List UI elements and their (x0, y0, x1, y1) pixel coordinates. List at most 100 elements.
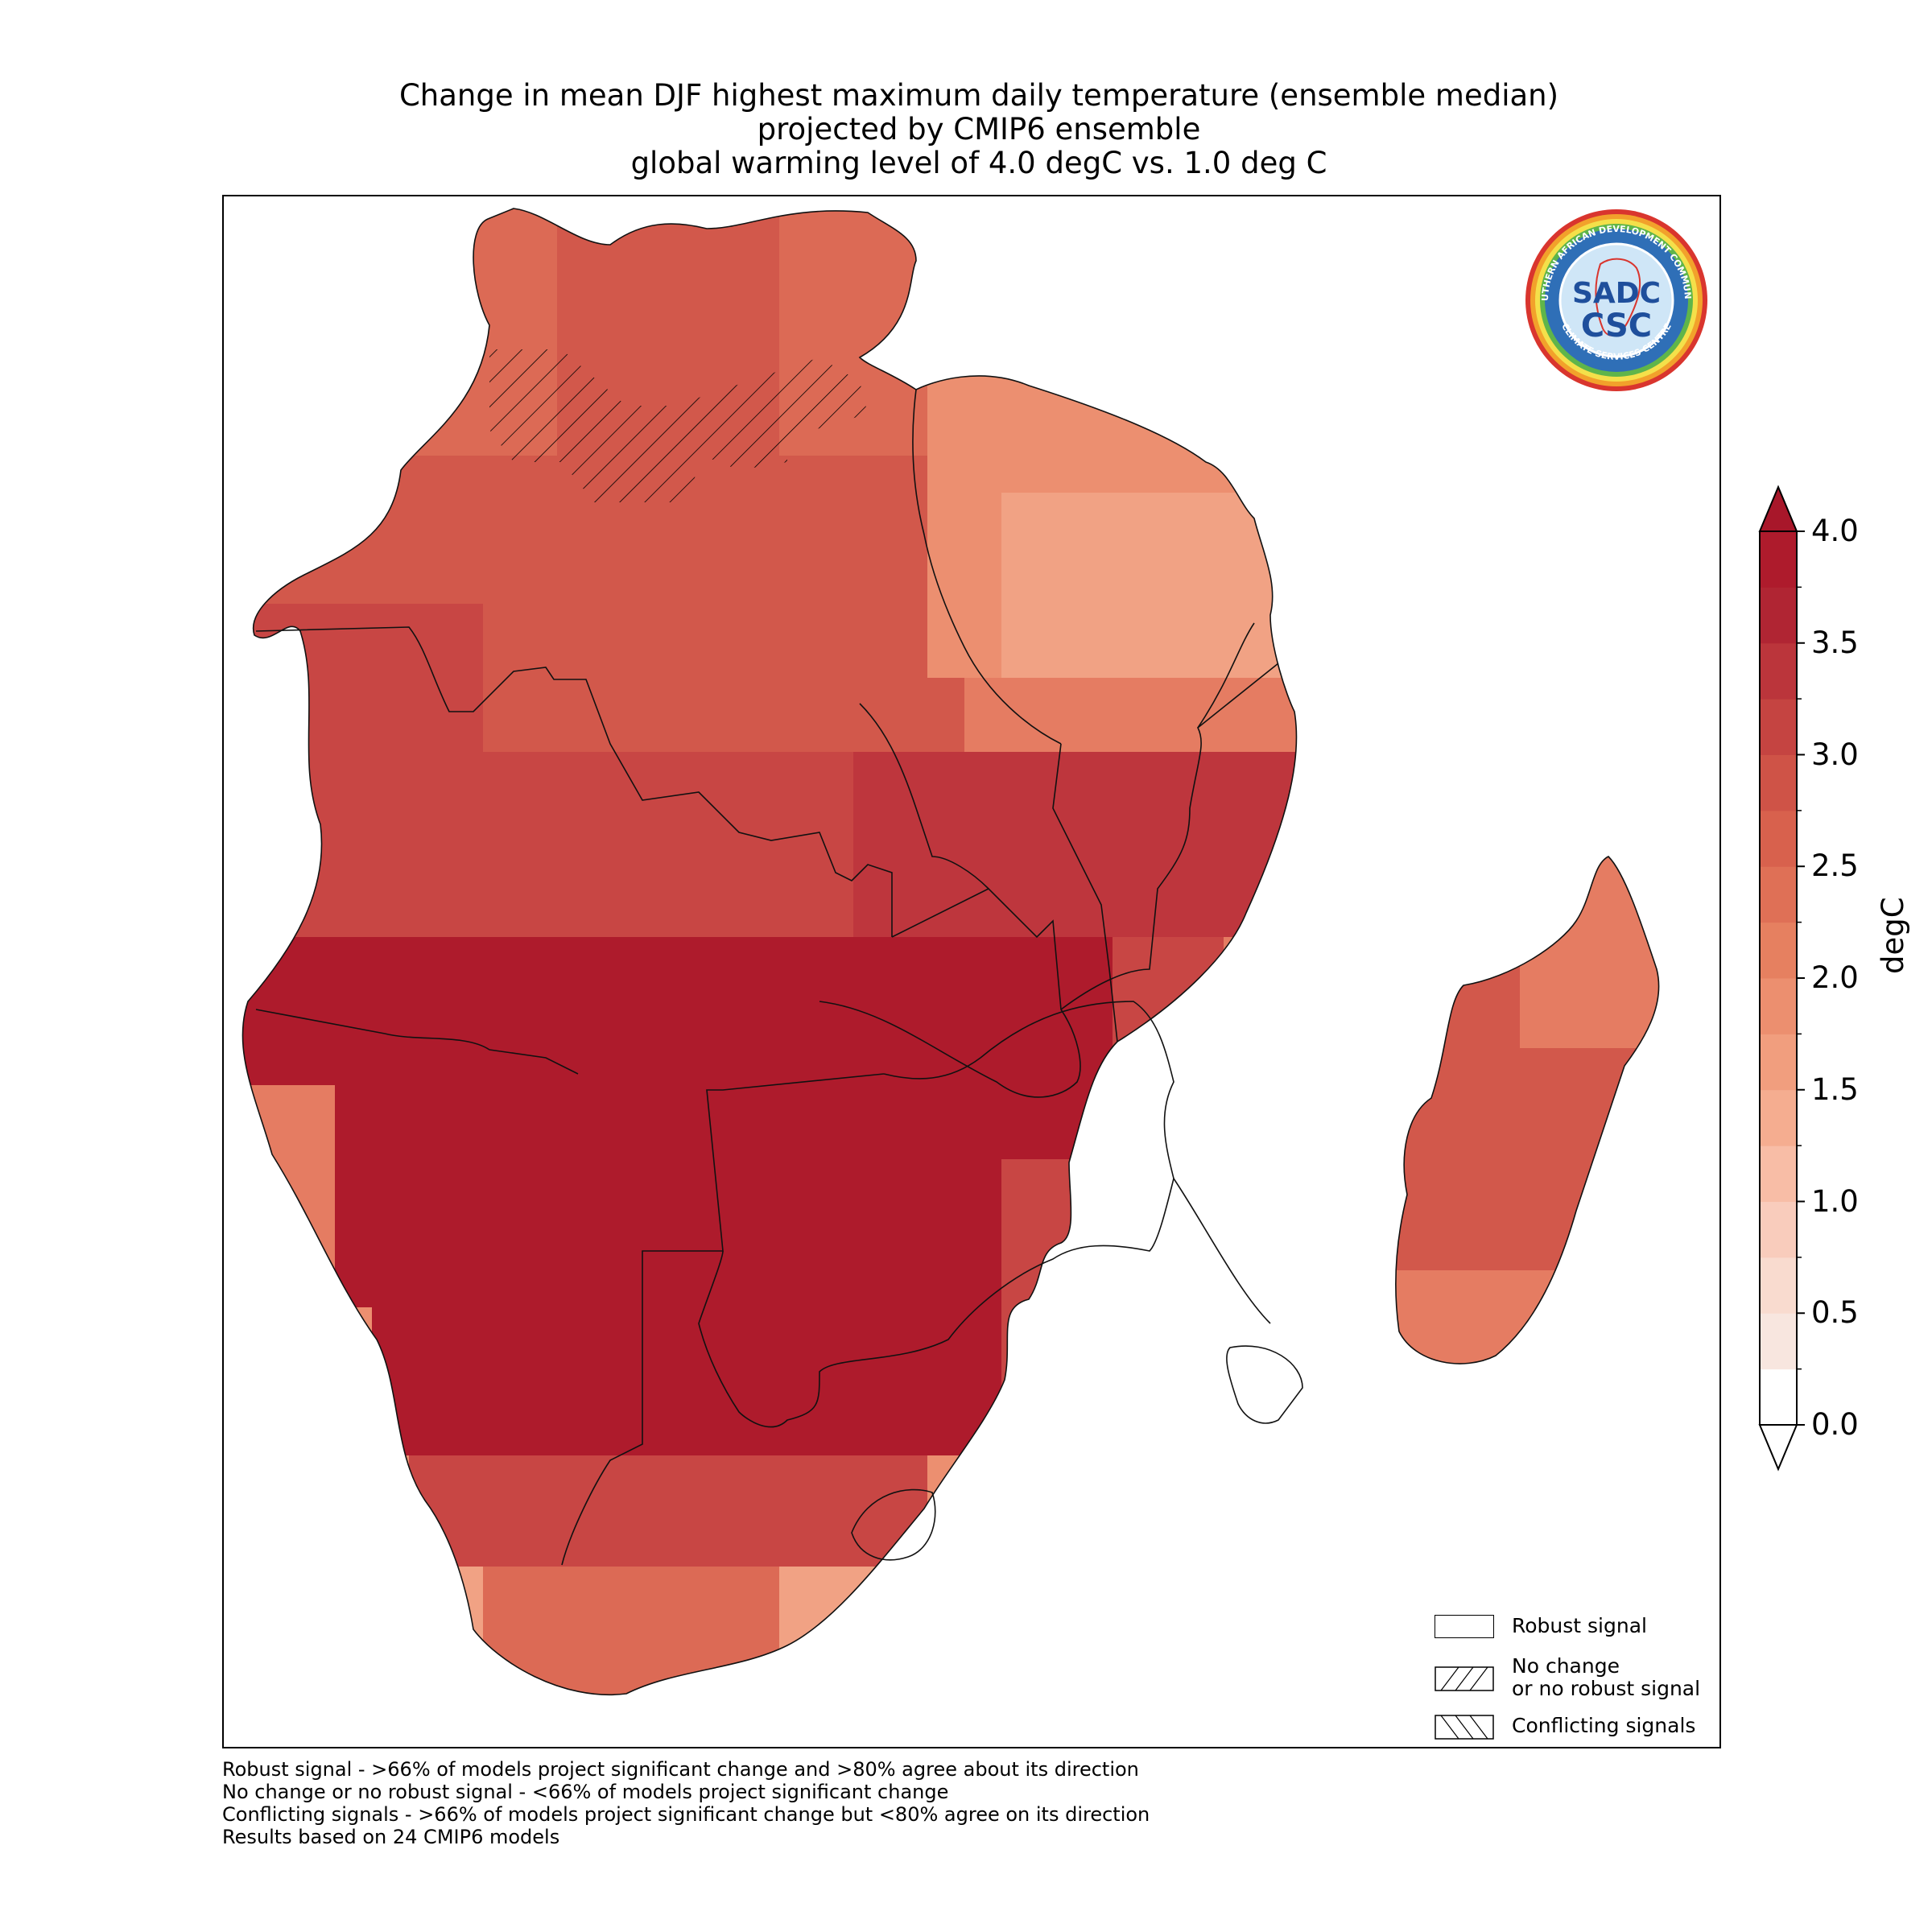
grid-cell (668, 1530, 706, 1567)
grid-cell (1113, 1122, 1150, 1160)
grid-cell (520, 1344, 558, 1382)
grid-cell (261, 233, 299, 271)
grid-cell (668, 233, 706, 271)
grid-cell (1409, 1196, 1447, 1234)
grid-cell (1483, 1270, 1521, 1308)
grid-cell (964, 1641, 1002, 1678)
grid-cell (483, 863, 521, 901)
grid-cell (242, 752, 262, 790)
grid-cell (1594, 1492, 1632, 1530)
grid-cell (1705, 1715, 1721, 1748)
grid-cell (1261, 604, 1298, 642)
grid-cell (298, 567, 336, 605)
grid-cell (520, 1455, 558, 1493)
grid-cell (927, 1159, 965, 1197)
grid-cell (298, 789, 336, 827)
grid-cell (890, 937, 928, 975)
grid-cell (1483, 493, 1521, 530)
grid-cell (1038, 1715, 1076, 1748)
grid-cell (1631, 1085, 1659, 1123)
grid-cell (1038, 604, 1076, 642)
grid-cell (242, 1530, 262, 1567)
grid-cell (964, 789, 1002, 827)
grid-cell (1075, 1678, 1113, 1695)
grid-cell (409, 1122, 447, 1160)
grid-cell (816, 1678, 854, 1695)
grid-cell (890, 382, 928, 419)
grid-cell (446, 382, 484, 419)
grid-cell (557, 1604, 595, 1641)
grid-cell (557, 1715, 595, 1748)
grid-cell (1520, 456, 1558, 493)
grid-cell (1038, 233, 1076, 271)
grid-cell (816, 1307, 854, 1345)
grid-cell (261, 1048, 299, 1086)
grid-cell (298, 419, 336, 456)
grid-cell (446, 308, 484, 345)
grid-cell (631, 826, 669, 864)
grid-cell (1705, 863, 1721, 901)
grid-cell (409, 937, 447, 975)
grid-cell (483, 233, 521, 271)
grid-cell (816, 1381, 854, 1419)
grid-cell (816, 826, 854, 864)
grid-cell (409, 419, 447, 456)
grid-cell (1372, 208, 1410, 234)
grid-cell (1113, 863, 1150, 901)
grid-cell (1705, 1270, 1721, 1308)
grid-cell (742, 1011, 780, 1049)
grid-cell (335, 456, 373, 493)
grid-cell (927, 641, 965, 679)
grid-cell (779, 567, 817, 605)
grid-cell (372, 208, 410, 234)
grid-cell (853, 1678, 891, 1695)
conflicting-signal-hatching (489, 349, 868, 502)
grid-cell (1150, 1307, 1187, 1345)
grid-cell (742, 826, 780, 864)
grid-cell (1409, 382, 1447, 419)
grid-cell (668, 1196, 706, 1234)
grid-cell (1261, 1530, 1298, 1567)
grid-cell (853, 1641, 891, 1678)
grid-cell (853, 641, 891, 679)
grid-cell (853, 1381, 891, 1419)
grid-cell (298, 1381, 336, 1419)
grid-cell (557, 1381, 595, 1419)
grid-cell (1372, 1344, 1410, 1382)
grid-cell (1261, 456, 1298, 493)
grid-cell (890, 1011, 928, 1049)
grid-cell (631, 1418, 669, 1456)
grid-cell (1335, 567, 1373, 605)
grid-cell (1298, 270, 1335, 308)
grid-cell (1261, 345, 1298, 382)
legend-label-no-change-1: No change (1512, 1654, 1620, 1678)
grid-cell (1520, 715, 1558, 753)
grid-cell (1520, 1344, 1558, 1382)
grid-cell (1150, 1344, 1187, 1382)
grid-cell (1224, 1122, 1261, 1160)
grid-cell (261, 456, 299, 493)
grid-cell (1150, 1233, 1187, 1271)
grid-cell (557, 1678, 595, 1695)
grid-cell (1668, 752, 1706, 790)
grid-cell (446, 1567, 484, 1604)
grid-cell (816, 715, 854, 753)
grid-cell (483, 715, 521, 753)
grid-cell (1150, 937, 1187, 975)
grid-cell (483, 308, 521, 345)
grid-cell (1298, 1270, 1335, 1308)
grid-cell (1224, 715, 1261, 753)
grid-cell (1001, 1678, 1039, 1695)
grid-cell (1372, 382, 1410, 419)
grid-cell (1446, 567, 1484, 605)
grid-cell (1298, 1011, 1335, 1049)
grid-cell (1483, 270, 1521, 308)
grid-cell (1224, 1678, 1261, 1695)
footnote-no-change: No change or no robust signal - <66% of … (222, 1781, 949, 1803)
grid-cell (409, 1604, 447, 1641)
grid-cell (853, 456, 891, 493)
grid-cell (742, 604, 780, 642)
grid-cell (1113, 826, 1150, 864)
grid-cell (1298, 937, 1335, 975)
grid-cell (853, 715, 891, 753)
